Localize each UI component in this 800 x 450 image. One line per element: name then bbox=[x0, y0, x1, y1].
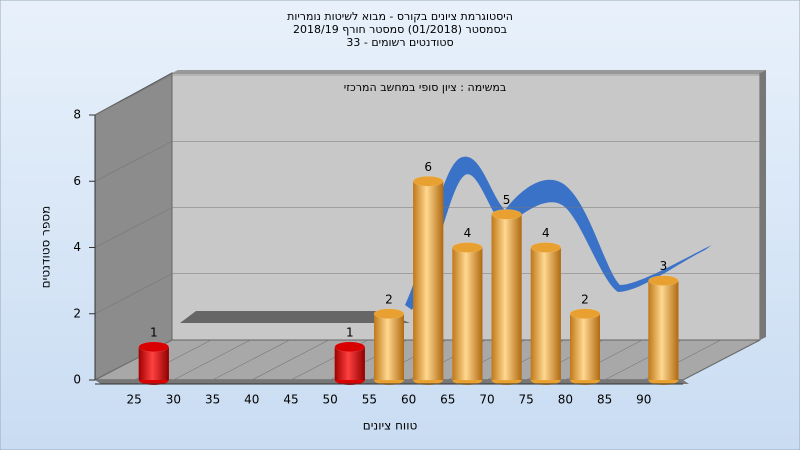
y-tick-label: 8 bbox=[73, 108, 81, 122]
bar-body bbox=[452, 247, 483, 380]
x-tick-label: 80 bbox=[558, 393, 573, 407]
value-label: 1 bbox=[150, 325, 158, 339]
chart-title: סטודנטים רשומים - 33 bbox=[346, 36, 453, 49]
bar-body bbox=[648, 280, 679, 380]
bar-body bbox=[570, 313, 600, 380]
value-label: 2 bbox=[581, 292, 589, 306]
x-tick-label: 40 bbox=[244, 393, 259, 407]
floor-line bbox=[682, 339, 761, 381]
bar-top bbox=[373, 308, 405, 319]
chart-title: בסמסטר (01/2018) סמסטר חורף 2018/19 bbox=[293, 23, 507, 36]
floor-line bbox=[251, 339, 329, 381]
y-tick-label: 6 bbox=[73, 174, 81, 188]
x-tick-label: 35 bbox=[205, 393, 220, 407]
bar-top bbox=[334, 341, 366, 353]
x-axis-label: טווח ציונים bbox=[363, 419, 418, 433]
x-tick-label: 55 bbox=[362, 393, 377, 407]
x-tick-label: 70 bbox=[479, 393, 494, 407]
grid-line bbox=[94, 207, 760, 248]
x-tick-label: 30 bbox=[166, 393, 181, 407]
side-wall bbox=[94, 72, 173, 381]
x-tick-label: 90 bbox=[636, 393, 651, 407]
bar-top bbox=[491, 209, 522, 220]
grid-line bbox=[94, 273, 760, 315]
bar-top bbox=[452, 242, 483, 253]
bar-top bbox=[569, 308, 601, 319]
bar-body bbox=[530, 247, 561, 380]
y-axis-label: מספר סטודנטים bbox=[39, 206, 53, 289]
x-tick-label: 75 bbox=[519, 393, 534, 407]
top-edge bbox=[172, 70, 766, 73]
grid-line bbox=[94, 140, 760, 182]
value-label: 2 bbox=[385, 292, 393, 306]
value-label: 1 bbox=[346, 325, 354, 339]
value-label: 6 bbox=[424, 160, 432, 174]
annotation: במשימה : ציון סופי במחשב המרכזי bbox=[344, 81, 507, 94]
floor-line bbox=[212, 339, 290, 381]
value-label: 4 bbox=[542, 226, 550, 240]
y-tick-label: 0 bbox=[73, 373, 81, 387]
bar-body bbox=[491, 214, 522, 380]
bar-body bbox=[334, 346, 365, 380]
x-tick-label: 60 bbox=[401, 393, 416, 407]
baseline-ribbon bbox=[180, 311, 410, 323]
y-tick-label: 2 bbox=[73, 306, 81, 320]
value-label: 3 bbox=[660, 259, 668, 273]
x-tick-label: 85 bbox=[597, 393, 612, 407]
x-tick-label: 25 bbox=[127, 393, 142, 407]
bar-top bbox=[138, 341, 170, 353]
bar-body bbox=[374, 313, 404, 380]
bar-top bbox=[530, 242, 562, 253]
right-edge bbox=[760, 70, 766, 340]
bar-top bbox=[412, 176, 444, 187]
bar-body bbox=[138, 346, 169, 380]
bar-body bbox=[413, 181, 444, 380]
x-tick-label: 65 bbox=[440, 393, 455, 407]
grid-line bbox=[94, 74, 760, 116]
chart-title: היסטוגרמת ציונים בקורס - מבוא לשיטות נומ… bbox=[287, 10, 513, 23]
floor-line bbox=[173, 339, 251, 381]
fit-curve bbox=[405, 156, 712, 310]
value-label: 5 bbox=[503, 193, 511, 207]
y-tick-label: 4 bbox=[73, 240, 81, 254]
bar-top bbox=[648, 275, 679, 286]
x-tick-label: 50 bbox=[323, 393, 338, 407]
value-label: 4 bbox=[464, 226, 472, 240]
x-tick-label: 45 bbox=[283, 393, 298, 407]
